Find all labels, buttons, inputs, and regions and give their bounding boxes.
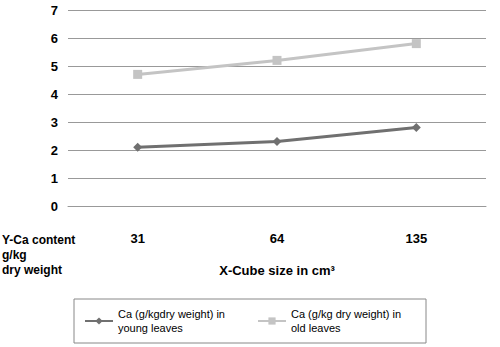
svg-text:g/kg: g/kg	[2, 248, 27, 262]
svg-text:5: 5	[51, 59, 58, 74]
svg-text:Ca (g/kg dry weight) in: Ca (g/kg dry weight) in	[291, 308, 404, 320]
svg-text:3: 3	[51, 115, 58, 130]
svg-text:4: 4	[51, 87, 59, 102]
svg-text:31: 31	[130, 231, 144, 246]
svg-text:old leaves: old leaves	[291, 322, 341, 334]
svg-text:Ca (g/kgdry weight) in: Ca (g/kgdry weight) in	[118, 308, 228, 320]
svg-text:64: 64	[270, 231, 285, 246]
svg-text:7: 7	[51, 3, 58, 18]
svg-text:1: 1	[51, 171, 58, 186]
svg-text:X-Cube size in cm³: X-Cube size in cm³	[219, 263, 335, 278]
svg-text:0: 0	[51, 199, 58, 214]
svg-text:Y-Ca content: Y-Ca content	[2, 233, 75, 247]
svg-text:6: 6	[51, 31, 58, 46]
svg-text:dry weight: dry weight	[2, 263, 62, 277]
svg-text:135: 135	[405, 231, 427, 246]
svg-text:2: 2	[51, 143, 58, 158]
svg-text:young leaves: young leaves	[118, 322, 183, 334]
